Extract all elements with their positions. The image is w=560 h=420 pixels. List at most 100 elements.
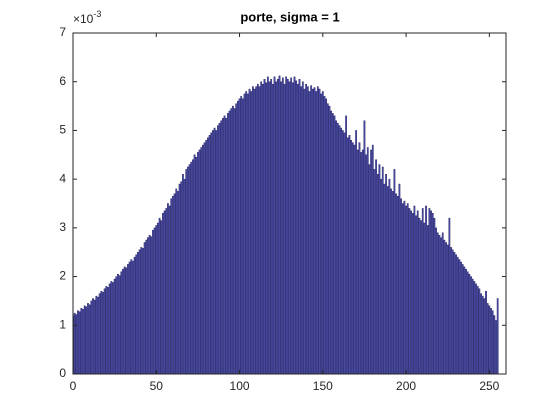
bar xyxy=(341,130,344,375)
bar xyxy=(426,225,429,375)
bar xyxy=(376,174,379,375)
y-multiplier: ×10-3 xyxy=(73,9,101,26)
bar xyxy=(110,281,113,375)
bar xyxy=(255,86,258,375)
bar xyxy=(395,193,397,375)
bar xyxy=(175,188,178,375)
bar xyxy=(386,186,389,375)
bar xyxy=(421,208,424,375)
bar xyxy=(271,83,274,375)
bar xyxy=(451,249,454,375)
bar xyxy=(158,217,161,375)
bar xyxy=(122,269,124,375)
bar xyxy=(358,142,361,375)
bar xyxy=(217,125,219,375)
bar xyxy=(368,164,371,375)
bar xyxy=(210,132,213,375)
bar xyxy=(280,81,283,375)
bar xyxy=(381,166,384,375)
bar xyxy=(102,291,104,375)
bar xyxy=(286,79,289,375)
y-tick-label: 2 xyxy=(59,269,66,283)
bar xyxy=(415,215,417,375)
bar xyxy=(193,154,196,375)
bar xyxy=(265,82,268,375)
bar xyxy=(250,91,253,375)
bar xyxy=(343,132,346,375)
bar xyxy=(450,247,452,375)
bar xyxy=(491,310,494,375)
bar xyxy=(78,311,81,375)
bar xyxy=(240,96,243,375)
bar xyxy=(303,88,306,375)
x-tick-label: 200 xyxy=(396,379,416,393)
bar xyxy=(273,76,276,375)
bar xyxy=(177,191,179,375)
bar xyxy=(391,191,394,375)
bar xyxy=(473,281,476,375)
bar xyxy=(483,298,486,375)
bar xyxy=(75,314,78,375)
bar xyxy=(308,91,311,375)
bar xyxy=(223,115,226,375)
bar xyxy=(335,120,337,375)
bar xyxy=(285,76,288,375)
bar xyxy=(445,242,447,375)
bar xyxy=(390,188,392,375)
y-tick-label: 4 xyxy=(59,171,66,185)
bar xyxy=(441,232,444,375)
bar xyxy=(298,79,301,375)
bar xyxy=(456,256,459,375)
bar xyxy=(380,178,382,375)
bar xyxy=(113,278,116,375)
bar xyxy=(496,298,499,375)
x-tick-label: 250 xyxy=(479,379,499,393)
bar xyxy=(348,135,351,375)
bar xyxy=(103,288,106,375)
y-tick-label: 0 xyxy=(59,366,66,380)
x-tick-label: 150 xyxy=(313,379,333,393)
y-tick-label: 1 xyxy=(59,317,66,331)
bar xyxy=(418,217,421,375)
bar xyxy=(296,83,299,375)
bar xyxy=(401,203,404,375)
bar xyxy=(433,217,436,375)
bar xyxy=(276,79,279,375)
y-tick-label: 5 xyxy=(59,123,66,137)
bar xyxy=(87,303,89,375)
bar xyxy=(431,213,434,375)
bar xyxy=(350,139,352,375)
bar xyxy=(275,81,278,375)
bar xyxy=(346,137,349,375)
bar xyxy=(98,293,101,375)
bar xyxy=(237,100,239,375)
bar xyxy=(135,254,138,375)
bar xyxy=(117,273,119,375)
bar xyxy=(105,286,108,375)
bar xyxy=(420,220,422,375)
x-tick-label: 50 xyxy=(150,379,164,393)
x-tick-label: 0 xyxy=(70,379,77,393)
bar xyxy=(405,205,407,375)
bar xyxy=(187,166,189,375)
bar xyxy=(242,98,244,375)
bar xyxy=(147,237,149,375)
bar xyxy=(373,169,376,375)
bar xyxy=(93,299,96,375)
bar xyxy=(162,213,164,375)
bar xyxy=(213,127,216,375)
bar xyxy=(313,87,316,375)
bar xyxy=(155,225,158,375)
bar xyxy=(340,127,342,375)
bar xyxy=(120,271,123,375)
bar xyxy=(207,137,209,375)
bar xyxy=(246,93,249,375)
bar xyxy=(212,130,214,375)
bar xyxy=(388,178,391,375)
bar xyxy=(318,88,321,375)
bar xyxy=(440,237,442,375)
bar xyxy=(115,276,118,375)
bar xyxy=(125,267,128,375)
bar xyxy=(173,193,176,375)
bar xyxy=(396,195,399,375)
